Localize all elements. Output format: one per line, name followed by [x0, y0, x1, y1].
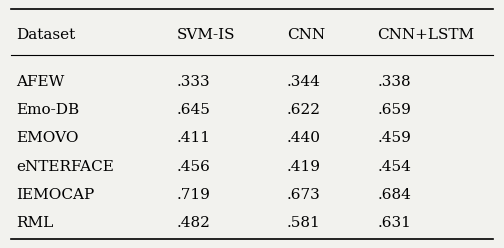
Text: .338: .338: [377, 75, 411, 89]
Text: .645: .645: [177, 103, 211, 117]
Text: .456: .456: [177, 159, 211, 174]
Text: eNTERFACE: eNTERFACE: [17, 159, 114, 174]
Text: EMOVO: EMOVO: [17, 131, 79, 145]
Text: .482: .482: [177, 216, 211, 230]
Text: RML: RML: [17, 216, 53, 230]
Text: Dataset: Dataset: [17, 28, 76, 42]
Text: .659: .659: [377, 103, 411, 117]
Text: .684: .684: [377, 188, 411, 202]
Text: Emo-DB: Emo-DB: [17, 103, 80, 117]
Text: .673: .673: [287, 188, 321, 202]
Text: .622: .622: [287, 103, 321, 117]
Text: .419: .419: [287, 159, 321, 174]
Text: .459: .459: [377, 131, 411, 145]
Text: IEMOCAP: IEMOCAP: [17, 188, 95, 202]
Text: CNN: CNN: [287, 28, 325, 42]
Text: .719: .719: [177, 188, 211, 202]
Text: CNN+LSTM: CNN+LSTM: [377, 28, 474, 42]
Text: .581: .581: [287, 216, 321, 230]
Text: .631: .631: [377, 216, 411, 230]
Text: .344: .344: [287, 75, 321, 89]
Text: .440: .440: [287, 131, 321, 145]
Text: .333: .333: [177, 75, 211, 89]
Text: SVM-IS: SVM-IS: [177, 28, 235, 42]
Text: AFEW: AFEW: [17, 75, 65, 89]
Text: .454: .454: [377, 159, 411, 174]
Text: .411: .411: [177, 131, 211, 145]
